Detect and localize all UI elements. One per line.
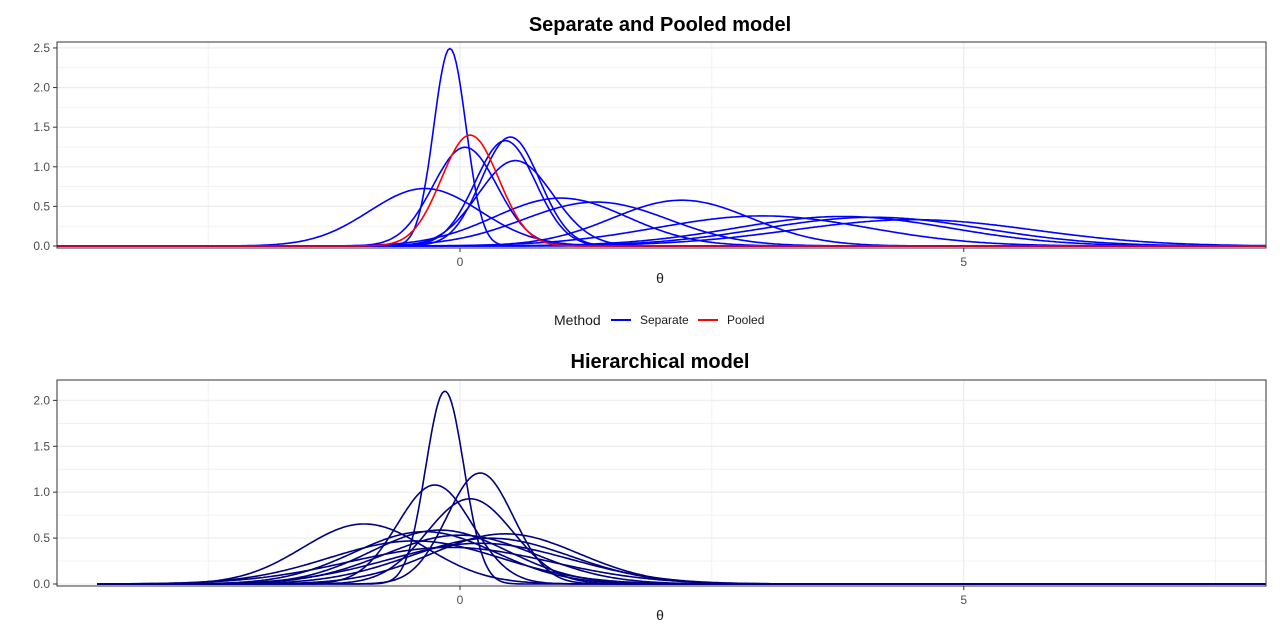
y-tick-label: 1.0 <box>33 160 50 174</box>
x-tick-label: 5 <box>960 593 967 607</box>
y-tick-label: 1.0 <box>33 485 50 499</box>
x-tick-label: 5 <box>960 255 967 269</box>
y-tick-label: 0.0 <box>33 239 50 253</box>
hierarchical-density-curve <box>97 484 1266 585</box>
pooled-density-curve <box>57 134 1266 247</box>
grid <box>57 380 1266 586</box>
curves <box>97 390 1266 585</box>
axis-ticks: 0.0 0.5 1.0 1.5 2.0 0 5 <box>33 393 967 607</box>
separate-pooled-panel: Separate and Pooled model 0.0 0.5 1.0 1.5 2.… <box>33 14 1267 286</box>
separate-density-curve <box>57 136 1266 247</box>
y-tick-label: 0.5 <box>33 531 50 545</box>
curves <box>57 47 1266 247</box>
y-tick-label: 0.0 <box>33 577 50 591</box>
separate-density-curve <box>57 216 1266 247</box>
plot-frame <box>56 41 1267 249</box>
chart-title: Hierarchical model <box>571 351 750 373</box>
y-tick-label: 0.5 <box>33 199 50 213</box>
hierarchical-density-curve <box>97 472 1266 585</box>
hierarchical-density-curve <box>97 498 1266 585</box>
y-tick-label: 2.0 <box>33 81 50 95</box>
y-tick-label: 1.5 <box>33 439 50 453</box>
legend-title: Method <box>554 312 601 328</box>
y-tick-label: 2.0 <box>33 393 50 407</box>
x-axis-label: θ <box>656 607 664 623</box>
y-tick-label: 2.5 <box>33 41 50 55</box>
axis-ticks: 0.0 0.5 1.0 1.5 2.0 2.5 0 5 <box>33 41 967 269</box>
hierarchical-density-curve <box>97 390 1266 585</box>
x-tick-label: 0 <box>457 255 464 269</box>
x-tick-label: 0 <box>457 593 464 607</box>
y-tick-label: 1.5 <box>33 120 50 134</box>
chart-title: Separate and Pooled model <box>529 14 791 36</box>
hierarchical-panel: Hierarchical model 0.0 0.5 1.0 1.5 2.0 0 5 θ <box>33 351 1267 623</box>
plot-frame <box>56 379 1267 587</box>
legend: Method Separate Pooled <box>554 312 764 328</box>
separate-density-curve <box>57 159 1266 247</box>
legend-label-pooled: Pooled <box>727 313 764 327</box>
x-axis-label: θ <box>656 270 664 286</box>
hierarchical-density-curve <box>97 537 1266 585</box>
hierarchical-density-curve <box>97 523 1266 585</box>
hierarchical-density-curve <box>97 540 1266 585</box>
legend-label-separate: Separate <box>640 313 689 327</box>
